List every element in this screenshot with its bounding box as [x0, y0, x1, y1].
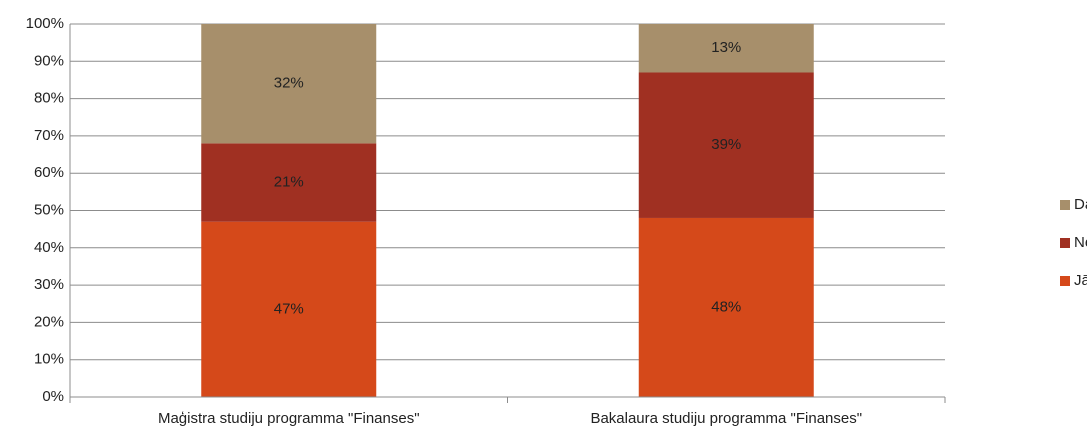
legend-label: Nē — [1074, 234, 1087, 251]
data-label: 39% — [711, 136, 741, 153]
bar-segment — [638, 217, 814, 397]
y-tick-label: 20% — [34, 313, 64, 330]
y-tick-label: 60% — [34, 164, 64, 181]
legend-swatch — [1060, 276, 1070, 286]
y-tick-label: 10% — [34, 351, 64, 368]
x-tick-label: Bakalaura studiju programma "Finanses" — [590, 410, 862, 427]
legend-label: Daļēji — [1074, 196, 1087, 213]
data-label: 21% — [274, 173, 304, 190]
data-label: 32% — [274, 75, 304, 92]
data-label: 48% — [711, 298, 741, 315]
y-tick-label: 90% — [34, 52, 64, 69]
y-tick-label: 40% — [34, 239, 64, 256]
bar-segment — [638, 72, 814, 218]
y-tick-label: 30% — [34, 276, 64, 293]
y-tick-label: 0% — [42, 388, 64, 405]
data-label: 13% — [711, 39, 741, 56]
y-tick-label: 100% — [26, 15, 64, 32]
bar-segment — [201, 143, 377, 222]
legend-label: Jā — [1074, 272, 1087, 289]
y-tick-label: 50% — [34, 201, 64, 218]
y-tick-label: 80% — [34, 90, 64, 107]
data-label: 47% — [274, 300, 304, 317]
legend-swatch — [1060, 200, 1070, 210]
bar-segment — [201, 24, 377, 144]
x-tick-label: Maģistra studiju programma "Finanses" — [158, 410, 420, 427]
bar-segment — [638, 24, 814, 73]
y-tick-label: 70% — [34, 127, 64, 144]
legend-swatch — [1060, 238, 1070, 248]
bar-segment — [201, 221, 377, 397]
